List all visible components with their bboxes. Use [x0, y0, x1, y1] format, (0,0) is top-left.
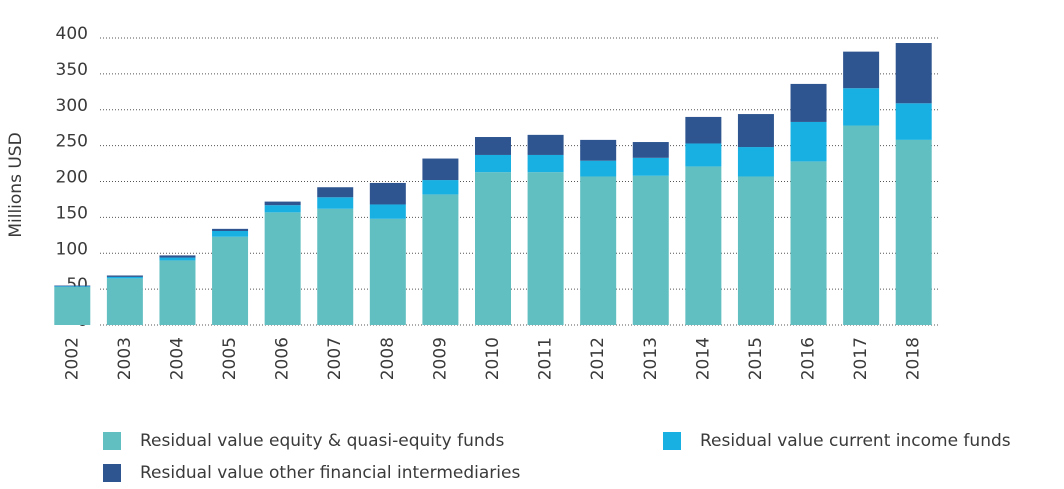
bar-segment [685, 166, 722, 325]
bar-segment [317, 208, 354, 325]
x-tick-label: 2015 [746, 337, 766, 380]
bar-segment [369, 218, 406, 325]
bar-segment [632, 157, 669, 176]
bar-segment [790, 83, 827, 122]
bar-segment [54, 286, 91, 325]
bar-segment [422, 180, 459, 195]
bar-segment [54, 286, 91, 287]
legend-swatch [663, 432, 681, 450]
bar-segment [895, 103, 932, 140]
legend-label: Residual value equity & quasi-equity fun… [140, 431, 504, 451]
bar-segment [843, 125, 880, 325]
x-tick-label: 2009 [430, 337, 450, 380]
bar-segment [580, 160, 617, 177]
bar-segment [159, 257, 196, 261]
bar-segment [737, 176, 774, 325]
bar-segment [159, 255, 196, 258]
bar-segment [422, 158, 459, 181]
bar-segment [580, 139, 617, 161]
legend-label: Residual value other financial intermedi… [140, 463, 520, 483]
bar-segment [475, 154, 511, 173]
y-tick-label: 200 [56, 168, 88, 188]
x-tick-label: 2012 [588, 337, 608, 380]
bar-segment [790, 121, 827, 162]
x-tick-label: 2004 [167, 337, 187, 380]
x-tick-label: 2003 [115, 337, 135, 380]
bar-segment [580, 176, 617, 325]
bar-segment [54, 285, 91, 287]
bar-segment [106, 276, 143, 279]
y-axis-label: Millions USD [6, 132, 26, 237]
x-tick-label: 2013 [641, 337, 661, 380]
bar-segment [264, 205, 301, 213]
bar-segment [895, 139, 932, 325]
y-tick-label: 100 [56, 239, 88, 259]
bar-segment [527, 134, 564, 155]
y-tick-label: 350 [56, 60, 88, 80]
x-tick-label: 2007 [325, 337, 345, 380]
bar-segment [475, 137, 511, 155]
bar-segment [264, 212, 301, 325]
bar-segment [106, 275, 143, 277]
y-tick-label: 300 [56, 96, 88, 116]
y-tick-label: 150 [56, 203, 88, 223]
bar-segment [212, 236, 249, 325]
bar-segment [212, 228, 249, 232]
x-tick-label: 2002 [62, 337, 82, 380]
bar-segment [317, 197, 354, 209]
bar-segment [475, 172, 511, 325]
bar-segment [264, 201, 301, 206]
bar-segment [159, 260, 196, 325]
bar-segment [632, 142, 669, 158]
legend-swatch [103, 432, 121, 450]
legend-swatch [103, 464, 121, 482]
bar-segment [317, 187, 354, 198]
y-tick-label: 400 [56, 24, 88, 44]
bar-segment [106, 278, 143, 325]
bar-segment [737, 147, 774, 177]
x-tick-label: 2014 [693, 337, 713, 380]
bar-segment [527, 154, 564, 173]
x-tick-label: 2005 [220, 337, 240, 380]
bar-segment [685, 116, 722, 144]
bar-segment [369, 182, 406, 205]
y-tick-label: 250 [56, 132, 88, 152]
bar-segment [790, 161, 827, 325]
x-tick-label: 2006 [273, 337, 293, 380]
x-tick-label: 2010 [483, 337, 503, 380]
bar-segment [422, 194, 459, 325]
x-tick-label: 2016 [799, 337, 819, 380]
bar-segment [895, 43, 932, 104]
bar-segment [737, 114, 774, 148]
x-tick-label: 2008 [378, 337, 398, 380]
x-tick-label: 2011 [536, 337, 556, 380]
x-tick-label: 2017 [851, 337, 871, 380]
legend-label: Residual value current income funds [700, 431, 1011, 451]
bar-segment [685, 143, 722, 167]
bar-segment [527, 172, 564, 325]
x-tick-label: 2018 [904, 337, 924, 380]
bar-segment [843, 51, 880, 89]
bar-segment [369, 204, 406, 219]
bar-segment [212, 231, 249, 237]
bar-segment [843, 88, 880, 126]
bar-segment [632, 175, 669, 325]
